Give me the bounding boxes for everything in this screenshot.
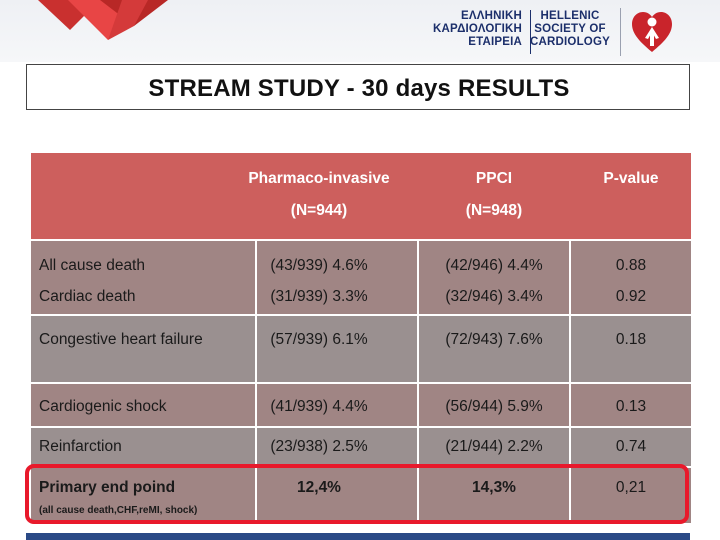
society-name-greek: ΕΛΛΗΝΙΚΗ ΚΑΡΔΙΟΛΟΓΙΚΗ ΕΤΑΙΡΕΙΑ [412, 10, 522, 49]
heart-figure-icon [632, 12, 672, 52]
row-ppci-value: (56/944) 5.9% [445, 398, 543, 415]
grid-vline [569, 239, 571, 523]
row-pharmaco-value: (43/939) 4.6% [270, 257, 368, 274]
grid-vline [255, 239, 257, 523]
row-p-value: 0.18 [615, 331, 647, 348]
society-name-english: HELLENIC SOCIETY OF CARDIOLOGY [528, 10, 612, 49]
header-ppci-n: (N=948) [465, 202, 523, 219]
grid-hline [31, 426, 691, 428]
grid-vline [417, 239, 419, 523]
greek-line-3: ΕΤΑΙΡΕΙΑ [468, 36, 522, 48]
header-pharmaco: Pharmaco-invasive [248, 170, 390, 187]
red-diamond-logo-icon [38, 0, 168, 40]
row-ppci-value: (32/946) 3.4% [445, 288, 543, 305]
header-pharmaco-n: (N=944) [290, 202, 348, 219]
footer-bar [26, 533, 690, 540]
row-label: Cardiac death [39, 288, 136, 305]
row-label: Cardiogenic shock [39, 398, 167, 415]
row-p-value: 0.13 [615, 398, 647, 415]
header-band: ΕΛΛΗΝΙΚΗ ΚΑΡΔΙΟΛΟΓΙΚΗ ΕΤΑΙΡΕΙΑ HELLENIC … [0, 0, 720, 62]
primary-pharmaco-value: 12,4% [297, 479, 341, 496]
table-header-band [31, 153, 691, 239]
row-ppci-value: (72/943) 7.6% [445, 331, 543, 348]
row-pharmaco-value: (57/939) 6.1% [270, 331, 368, 348]
title-box: STREAM STUDY - 30 days RESULTS [26, 64, 690, 110]
greek-line-2: ΚΑΡΔΙΟΛΟΓΙΚΗ [433, 23, 522, 35]
row-ppci-value: (42/946) 4.4% [445, 257, 543, 274]
row-pharmaco-value: (23/938) 2.5% [270, 438, 368, 455]
row-p-value: 0.88 [615, 257, 647, 274]
header-ppci: PPCI [475, 170, 513, 187]
header-separator [620, 8, 621, 56]
greek-line-1: ΕΛΛΗΝΙΚΗ [460, 10, 522, 22]
row-ppci-value: (21/944) 2.2% [445, 438, 543, 455]
results-table: Pharmaco-invasive (N=944) PPCI (N=948) P… [31, 153, 691, 523]
row-band-death [31, 239, 691, 314]
primary-endpoint-label: Primary end poind [39, 479, 176, 496]
grid-hline [31, 314, 691, 316]
row-band-reinfarction [31, 426, 691, 466]
english-line-3: CARDIOLOGY [530, 36, 610, 48]
row-pharmaco-value: (31/939) 3.3% [270, 288, 368, 305]
row-p-value: 0.74 [615, 438, 647, 455]
english-line-2: SOCIETY OF [534, 23, 606, 35]
primary-endpoint-sublabel: (all cause death,CHF,reMI, shock) [39, 505, 198, 516]
english-line-1: HELLENIC [540, 10, 600, 22]
header-p-value: P-value [603, 170, 659, 187]
row-label: Reinfarction [39, 438, 122, 455]
primary-ppci-value: 14,3% [472, 479, 516, 496]
row-label: All cause death [39, 257, 145, 274]
row-p-value: 0.92 [615, 288, 647, 305]
primary-endpoint-highlight [25, 464, 689, 524]
row-label: Congestive heart failure [39, 331, 203, 348]
primary-p-value: 0,21 [615, 479, 647, 496]
row-pharmaco-value: (41/939) 4.4% [270, 398, 368, 415]
page-title: STREAM STUDY - 30 days RESULTS [148, 75, 570, 102]
header-divider [530, 10, 531, 54]
row-band-primary [31, 466, 691, 523]
grid-hline [31, 382, 691, 384]
row-band-chf [31, 314, 691, 382]
grid-hline [31, 239, 691, 241]
row-band-shock [31, 382, 691, 426]
